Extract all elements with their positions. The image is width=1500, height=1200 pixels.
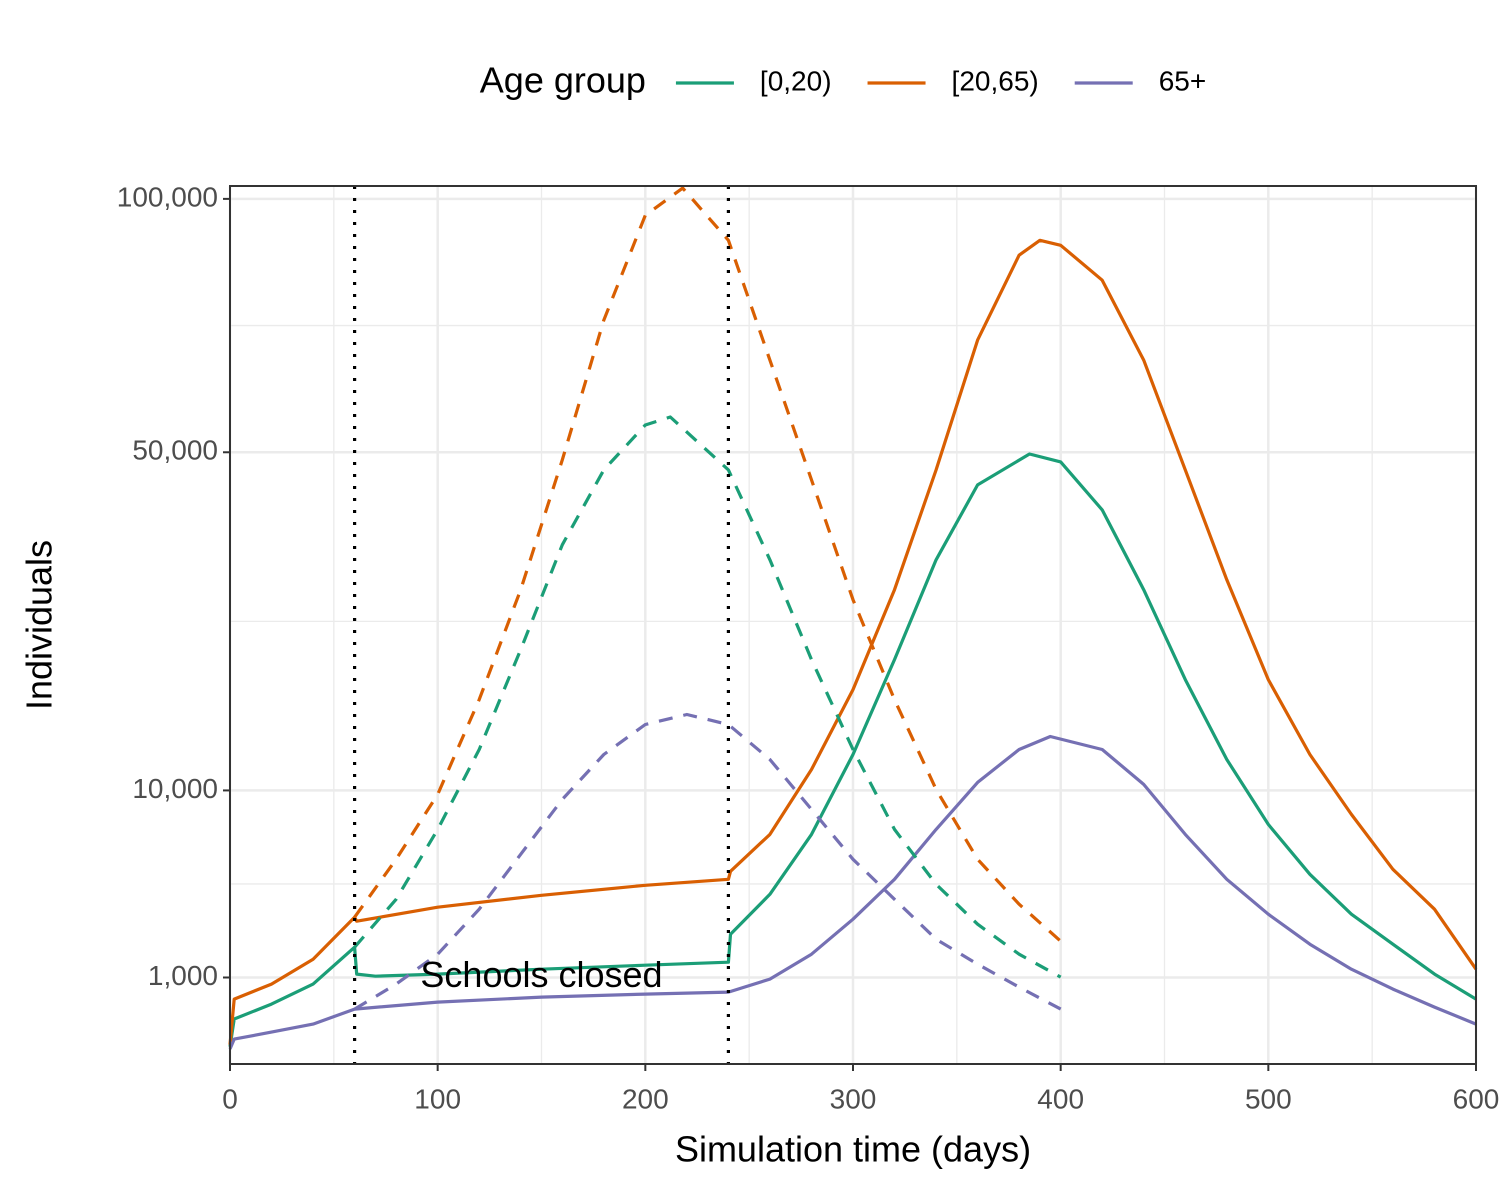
line bbox=[228, 238, 1478, 1045]
legend-label: [0,20) bbox=[760, 65, 832, 96]
y-tick-label: 50,000 bbox=[132, 435, 218, 466]
x-axis-title: Simulation time (days) bbox=[675, 1129, 1031, 1170]
y-tick-label: 10,000 bbox=[132, 773, 218, 804]
x-tick-label: 0 bbox=[222, 1083, 238, 1114]
x-tick-label: 200 bbox=[622, 1083, 669, 1114]
y-tick-label: 1,000 bbox=[148, 960, 218, 991]
x-tick-label: 600 bbox=[1453, 1083, 1500, 1114]
line-dashed bbox=[353, 186, 1062, 943]
line bbox=[228, 452, 1477, 1047]
x-tick-label: 400 bbox=[1037, 1083, 1084, 1114]
legend-label: 65+ bbox=[1159, 65, 1207, 96]
x-tick-label: 100 bbox=[414, 1083, 461, 1114]
y-axis-title: Individuals bbox=[19, 540, 60, 710]
legend-label: [20,65) bbox=[952, 65, 1039, 96]
annotation: Schools closed bbox=[420, 954, 662, 995]
line-dashed bbox=[353, 712, 1062, 1011]
y-tick-label: 100,000 bbox=[117, 181, 218, 212]
legend-title: Age group bbox=[480, 60, 646, 101]
lines bbox=[228, 186, 1478, 1050]
x-tick-label: 300 bbox=[830, 1083, 877, 1114]
line bbox=[228, 734, 1477, 1050]
line-dashed bbox=[353, 415, 1062, 979]
legend: Age group [0,20) [20,65) 65+ bbox=[480, 60, 1206, 101]
x-tick-label: 500 bbox=[1245, 1083, 1292, 1114]
panel-border bbox=[229, 185, 1477, 1065]
